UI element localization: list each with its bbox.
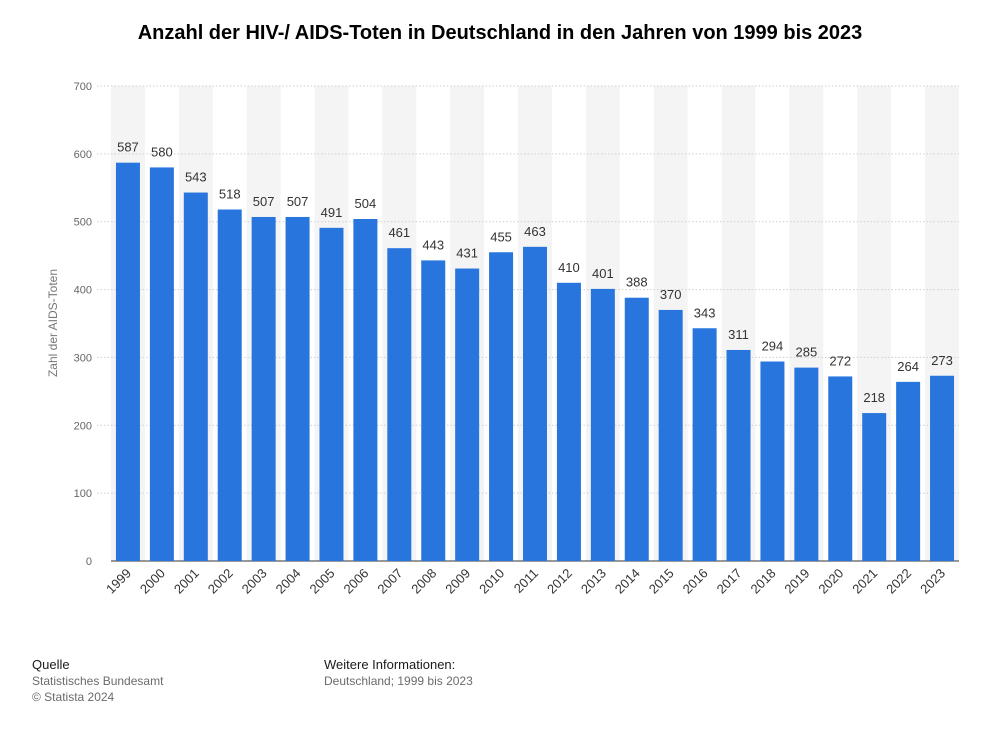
bar [285, 216, 310, 561]
y-axis-ticks: 0 100 200 300 400 500 600 700 [74, 81, 92, 568]
data-label: 580 [151, 144, 173, 159]
x-tick-label: 2011 [511, 566, 541, 596]
data-label: 272 [829, 353, 851, 368]
x-tick-label: 2012 [544, 566, 575, 597]
bar [556, 282, 581, 561]
x-tick-label: 2004 [273, 566, 304, 597]
data-label: 273 [931, 353, 953, 368]
x-tick-label: 2022 [883, 566, 914, 597]
y-tick-label: 200 [74, 420, 92, 432]
x-tick-label: 1999 [103, 566, 134, 597]
data-label: 388 [626, 275, 648, 290]
data-label: 587 [117, 140, 139, 155]
data-label: 431 [456, 246, 478, 261]
bar [896, 381, 921, 561]
y-tick-label: 700 [74, 81, 92, 93]
data-label: 543 [185, 170, 207, 185]
bars [115, 162, 955, 562]
x-tick-label: 2015 [646, 566, 677, 597]
source-name: Statistisches Bundesamt [32, 674, 164, 688]
x-tick-label: 2009 [442, 566, 473, 597]
bar [523, 246, 547, 562]
x-tick-label: 2014 [612, 566, 643, 597]
x-tick-label: 2010 [476, 566, 507, 597]
bar [862, 413, 887, 561]
bar [624, 297, 649, 561]
x-tick-label: 2001 [171, 566, 202, 597]
data-label: 401 [592, 266, 614, 281]
data-label: 443 [422, 237, 444, 252]
data-label: 518 [219, 187, 241, 202]
data-label: 507 [287, 194, 309, 209]
x-tick-label: 2007 [374, 566, 405, 597]
y-tick-label: 600 [74, 149, 92, 161]
bar [353, 219, 378, 561]
x-tick-label: 2021 [849, 566, 880, 597]
chart-title: Anzahl der HIV-/ AIDS-Toten in Deutschla… [137, 22, 863, 44]
data-label: 455 [490, 229, 512, 244]
data-labels: 587 580 543 518 507 507 491 504 461 443 431 455 463 4… [117, 140, 953, 405]
bar [692, 328, 717, 561]
data-label: 218 [863, 390, 885, 405]
bar [828, 376, 853, 561]
data-label: 461 [388, 225, 410, 240]
x-tick-label: 2008 [408, 566, 439, 597]
x-tick-label: 2020 [815, 566, 846, 597]
bar [183, 192, 208, 562]
data-label: 264 [897, 359, 919, 374]
source-block: Quelle Statistisches Bundesamt © Statist… [32, 657, 163, 705]
bar [794, 367, 819, 561]
data-label: 294 [762, 339, 784, 354]
bar [455, 268, 480, 561]
x-tick-label: 2005 [307, 566, 338, 597]
bar [149, 167, 174, 561]
x-tick-label: 2006 [340, 566, 371, 597]
bar [658, 309, 683, 561]
bar [387, 248, 412, 561]
data-label: 410 [558, 260, 580, 275]
data-label: 311 [728, 327, 749, 342]
y-axis-label: Zahl der AIDS-Toten [46, 269, 60, 377]
bar [489, 252, 514, 561]
x-tick-label: 2002 [205, 566, 236, 597]
bar [251, 216, 276, 561]
data-label: 463 [524, 224, 546, 239]
bar [930, 375, 955, 561]
x-tick-label: 2023 [917, 566, 948, 597]
copyright: © Statista 2024 [32, 690, 115, 704]
x-tick-label: 2019 [781, 566, 812, 597]
bar [760, 361, 785, 561]
data-label: 491 [321, 205, 343, 220]
y-tick-label: 400 [74, 285, 92, 297]
x-tick-label: 2000 [137, 566, 168, 597]
x-tick-label: 2013 [578, 566, 609, 597]
data-label: 343 [694, 305, 716, 320]
info-text: Deutschland; 1999 bis 2023 [324, 674, 473, 688]
bar [726, 349, 751, 561]
data-label: 285 [796, 345, 818, 360]
info-heading: Weitere Informationen: [324, 657, 456, 672]
y-tick-label: 100 [74, 488, 92, 500]
x-tick-label: 2016 [680, 566, 711, 597]
data-label: 504 [355, 196, 377, 211]
bar [421, 260, 446, 561]
x-tick-label: 2018 [748, 566, 779, 597]
x-tick-label: 2017 [714, 566, 745, 597]
y-tick-label: 500 [74, 217, 92, 229]
data-label: 507 [253, 194, 275, 209]
source-heading: Quelle [32, 657, 70, 672]
info-block: Weitere Informationen: Deutschland; 1999… [324, 657, 473, 689]
data-label: 370 [660, 287, 682, 302]
bar [217, 209, 242, 561]
bar [319, 227, 344, 562]
x-axis-ticks: 1999 2000 2001 2002 2003 2004 2005 2006 2007 2008… [103, 566, 948, 597]
y-tick-label: 0 [86, 556, 92, 568]
bar [590, 288, 615, 561]
bar [115, 162, 140, 561]
y-tick-label: 300 [74, 352, 92, 364]
x-tick-label: 2003 [239, 566, 270, 597]
